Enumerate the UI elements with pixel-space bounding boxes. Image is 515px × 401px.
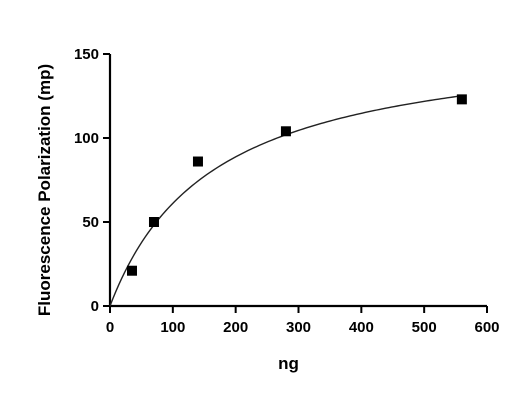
data-point: [192, 156, 203, 167]
y-tick-label: 0: [91, 298, 99, 315]
x-tick-label: 100: [160, 319, 185, 336]
data-points: [126, 94, 467, 276]
x-tick-label: 600: [474, 319, 499, 336]
y-tick-label: 100: [74, 130, 99, 147]
y-tick-label: 150: [74, 46, 99, 63]
axes: [108, 54, 487, 308]
x-ticks: 0 100 200 300 400 500 600: [106, 306, 500, 336]
y-axis-title: Fluorescence Polarization (mp): [35, 64, 54, 316]
y-tick-label: 50: [82, 214, 99, 231]
data-point: [126, 265, 137, 276]
data-point: [456, 94, 467, 105]
x-axis-title: ng: [278, 354, 299, 373]
x-tick-label: 200: [223, 319, 248, 336]
x-tick-label: 300: [286, 319, 311, 336]
data-point: [280, 126, 291, 137]
x-tick-label: 400: [349, 319, 374, 336]
y-ticks: 0 50 100 150: [74, 46, 110, 315]
x-tick-label: 0: [106, 319, 114, 336]
x-tick-label: 500: [412, 319, 437, 336]
data-point: [148, 217, 159, 227]
